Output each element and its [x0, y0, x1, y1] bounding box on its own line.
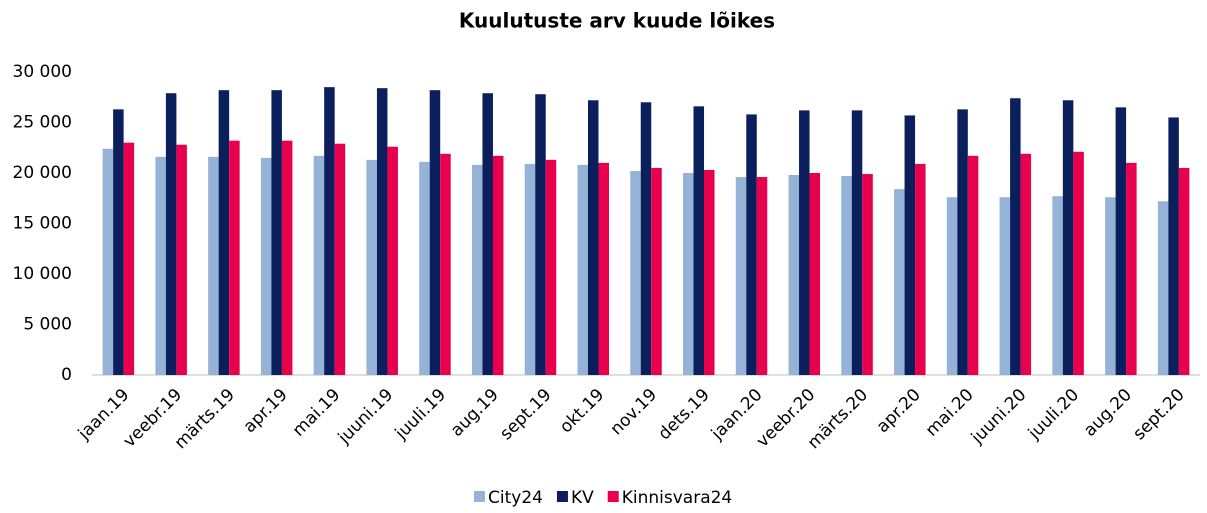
x-tick-label: aug.20 [1080, 385, 1136, 441]
x-tick-label: apr.20 [873, 385, 925, 437]
legend-label: Kinnisvara24 [622, 488, 733, 508]
bar [862, 174, 873, 375]
bar [704, 169, 715, 375]
y-tick-label: 10 000 [13, 264, 72, 284]
legend-label: City24 [488, 488, 543, 508]
bar [788, 175, 800, 375]
bar [102, 148, 114, 375]
bar [429, 90, 441, 376]
x-tick-label: sept.20 [1129, 385, 1188, 444]
bar [1010, 98, 1021, 375]
bar [904, 115, 916, 376]
bar [482, 93, 493, 376]
bar [218, 90, 230, 376]
bar [756, 177, 768, 375]
bar [651, 167, 662, 375]
bar [376, 88, 388, 375]
legend: City24 KV Kinnisvara24 [474, 488, 732, 508]
y-tick-label: 25 000 [13, 113, 72, 133]
bar [735, 177, 747, 375]
bar [809, 173, 821, 375]
x-tick-label: okt.19 [556, 385, 608, 437]
bar [587, 100, 599, 375]
bar [598, 162, 609, 375]
x-tick-label: sept.19 [496, 385, 555, 444]
bar [366, 159, 377, 375]
bar [915, 163, 926, 375]
legend-swatch [607, 491, 619, 502]
bar [1073, 151, 1084, 375]
bar [1115, 107, 1127, 375]
bar [260, 157, 272, 375]
bar [334, 143, 346, 375]
y-tick-label: 30 000 [13, 62, 72, 82]
bar [281, 140, 293, 375]
y-tick-label: 15 000 [13, 214, 72, 234]
bar [492, 155, 504, 375]
x-tick-label: juuli.19 [391, 385, 450, 444]
bar [1168, 117, 1179, 375]
bar [313, 155, 325, 375]
bar [471, 164, 483, 375]
x-tick-label: juuli.20 [1024, 385, 1083, 444]
bar [894, 189, 905, 375]
bar [851, 110, 863, 375]
bar [419, 161, 430, 375]
bar [1126, 162, 1137, 375]
bar [155, 156, 166, 375]
bar [229, 140, 240, 375]
bar [957, 109, 968, 376]
bar [841, 176, 852, 375]
legend-swatch [474, 491, 485, 502]
bar [1105, 197, 1116, 375]
bar [746, 114, 757, 376]
bar [946, 197, 958, 375]
x-tick-label: juuni.20 [967, 385, 1031, 449]
x-tick-label: juuni.19 [334, 385, 398, 449]
bar [999, 197, 1011, 375]
bar [1157, 201, 1169, 375]
bar [693, 106, 705, 375]
bar [1178, 167, 1190, 375]
y-tick-label: 5 000 [23, 315, 72, 335]
bar [271, 90, 282, 376]
bar [1052, 196, 1063, 375]
y-tick-label: 0 [61, 365, 72, 385]
bar [165, 93, 177, 376]
bar [324, 87, 335, 376]
x-tick-label: nov.19 [607, 385, 661, 439]
bar [176, 144, 187, 375]
bar [545, 159, 557, 375]
bar [208, 156, 219, 375]
bar [630, 170, 641, 375]
bar [577, 164, 588, 375]
bar [683, 173, 694, 375]
bar [524, 163, 536, 375]
legend-swatch [556, 491, 568, 502]
bar [440, 153, 451, 375]
bar [113, 109, 124, 376]
bar [1062, 100, 1074, 375]
y-tick-label: 20 000 [13, 163, 72, 183]
chart-title: Kuulutuste arv kuude lõikes [459, 9, 775, 33]
bar [640, 102, 652, 376]
x-tick-label: aug.19 [447, 385, 503, 441]
x-tick-label: dets.19 [655, 385, 714, 444]
legend-label: KV [571, 488, 594, 508]
bar [1020, 153, 1032, 375]
bar [123, 142, 135, 375]
bar [535, 94, 546, 375]
bar [967, 155, 979, 375]
bar [799, 110, 810, 375]
x-tick-label: apr.19 [240, 385, 292, 437]
bar [387, 146, 398, 375]
